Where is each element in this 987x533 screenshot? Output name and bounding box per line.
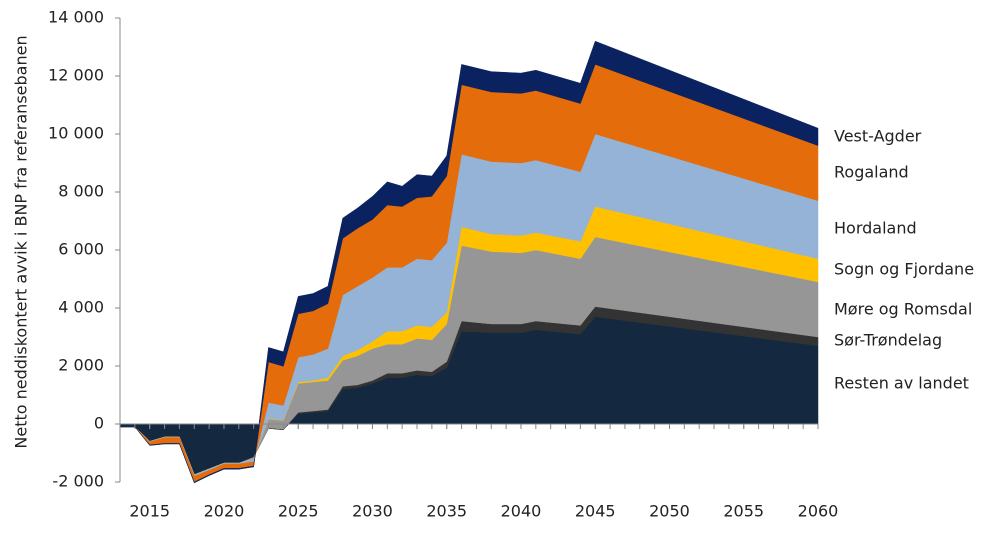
y-tick-label: -2 000 (52, 472, 104, 491)
legend-label: Sogn og Fjordane (834, 260, 974, 279)
legend-label: Sør-Trøndelag (834, 331, 942, 350)
y-axis-label: Netto neddiskontert avvik i BNP fra refe… (12, 35, 31, 448)
x-tick-label: 2055 (723, 502, 764, 521)
area (120, 40, 819, 484)
legend-label: Hordaland (834, 219, 917, 238)
area (119, 316, 819, 476)
x-tick-label: 2060 (798, 502, 839, 521)
x-tick-label: 2025 (278, 502, 319, 521)
x-tick-label: 2035 (426, 502, 467, 521)
y-tick-label: 14 000 (48, 8, 104, 27)
x-tick-label: 2045 (575, 502, 616, 521)
x-tick-label: 2040 (501, 502, 542, 521)
x-tick-label: 2050 (649, 502, 690, 521)
legend-label: Møre og Romsdal (834, 300, 972, 319)
legend-label: Vest-Agder (834, 127, 922, 146)
y-tick-label: 6 000 (58, 240, 104, 259)
y-tick-label: 0 (94, 414, 104, 433)
legend-label: Resten av landet (834, 374, 969, 393)
y-tick-label: 2 000 (58, 356, 104, 375)
legend-label: Rogaland (834, 163, 909, 182)
x-tick-label: 2020 (204, 502, 245, 521)
x-tick-label: 2030 (352, 502, 393, 521)
y-tick-label: 4 000 (58, 298, 104, 317)
y-tick-label: 10 000 (48, 124, 104, 143)
y-tick-label: 8 000 (58, 182, 104, 201)
areas (119, 40, 819, 484)
x-tick-label: 2015 (129, 502, 170, 521)
y-tick-label: 12 000 (48, 66, 104, 85)
